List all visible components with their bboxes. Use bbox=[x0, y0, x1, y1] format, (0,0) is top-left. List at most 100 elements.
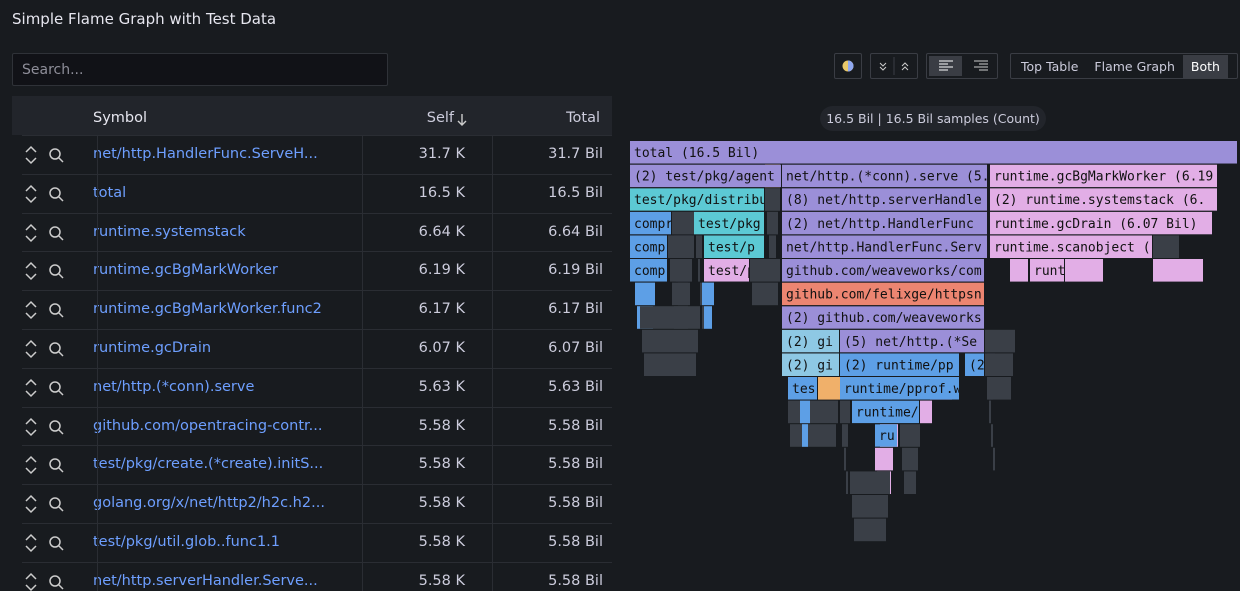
symbol-link[interactable]: github.com/opentracing-contr... bbox=[93, 417, 323, 434]
flame-block[interactable]: comp bbox=[630, 235, 667, 258]
row-actions[interactable] bbox=[22, 563, 82, 591]
flame-block-bg bbox=[630, 164, 781, 188]
flame-label: github.com/felixge/httpsn bbox=[786, 288, 982, 303]
self-value: 6.64 K bbox=[418, 223, 465, 240]
flame-block[interactable]: comp bbox=[630, 259, 667, 282]
total-value: 5.58 Bil bbox=[548, 572, 603, 589]
flame-block[interactable]: net/http.HandlerFunc.Serv bbox=[782, 235, 987, 258]
flame-block[interactable]: (2) gi bbox=[782, 353, 839, 376]
column-divider bbox=[492, 135, 493, 591]
view-switch: Top Table Flame Graph Both bbox=[1010, 53, 1238, 79]
column-header[interactable]: Total bbox=[566, 110, 600, 126]
symbol-link[interactable]: test/pkg/util.glob..func1.1 bbox=[93, 534, 281, 550]
flame-block[interactable]: test/pkg/distribu bbox=[630, 188, 767, 211]
symbol-link[interactable]: runtime.gcBgMarkWorker.func2 bbox=[93, 301, 322, 318]
sort-icon bbox=[457, 114, 467, 126]
flame-block[interactable]: test/p bbox=[704, 235, 764, 258]
flame-block[interactable]: total (16.5 Bil) bbox=[630, 141, 1237, 164]
flame-sliver bbox=[769, 235, 776, 258]
search-input[interactable]: Search... bbox=[12, 53, 388, 86]
flame-block[interactable]: (2) runtime/pp bbox=[840, 353, 959, 376]
flame-block[interactable]: runtime.gcBgMarkWorker (6.19 bbox=[990, 164, 1217, 188]
collapse-icons bbox=[879, 57, 909, 75]
flame-sliver bbox=[644, 353, 696, 376]
flame-block[interactable]: net/http.(*conn).serve (5. bbox=[782, 164, 990, 188]
row-actions[interactable] bbox=[22, 214, 82, 252]
flame-block[interactable]: github.com/weaveworks/com bbox=[782, 259, 984, 282]
flame-block[interactable]: (2) net/http.HandlerFunc bbox=[782, 211, 987, 235]
row-actions[interactable] bbox=[22, 524, 82, 562]
flame-block[interactable]: compr bbox=[630, 211, 673, 235]
view-button[interactable]: Both bbox=[1182, 54, 1228, 78]
flame-block[interactable]: runt bbox=[1030, 259, 1065, 282]
symbol-link[interactable]: runtime.gcBgMarkWorker bbox=[93, 262, 278, 279]
table-row: net/http.serverHandler.Serve... 5.58 K 5.5… bbox=[22, 561, 612, 591]
flame-sliver bbox=[678, 282, 688, 306]
total-value: 6.07 Bil bbox=[548, 340, 603, 356]
flame-block-bg bbox=[704, 259, 749, 282]
flame-block[interactable]: runtime.gcDrain (6.07 Bil) bbox=[990, 211, 1212, 235]
self-value: 6.17 K bbox=[418, 301, 465, 318]
total-value: 6.19 Bil bbox=[548, 262, 603, 279]
color-scheme-button[interactable] bbox=[834, 53, 862, 79]
align-buttons[interactable] bbox=[926, 53, 998, 79]
table-row: runtime.systemstack 6.64 K 6.64 Bil bbox=[22, 212, 612, 252]
row-actions[interactable] bbox=[22, 291, 82, 329]
flame-block[interactable]: (2) gi bbox=[782, 329, 839, 353]
total-value: 5.58 Bil bbox=[548, 495, 603, 512]
flame-sliver bbox=[1153, 259, 1203, 282]
symbol-link[interactable]: test/pkg/create.(*create).initS... bbox=[93, 456, 324, 473]
symbol-link[interactable]: net/http.serverHandler.Serve... bbox=[93, 572, 318, 589]
symbol-link[interactable]: runtime.systemstack bbox=[93, 223, 246, 240]
table-row: net/http.(*conn).serve 5.63 K 5.63 Bil bbox=[22, 367, 612, 407]
row-actions[interactable] bbox=[22, 330, 82, 368]
flame-label: (5) net/http.(*Se bbox=[844, 335, 977, 350]
table-row: total 16.5 K 16.5 Bil bbox=[22, 173, 612, 213]
flame-block[interactable]: (2) runtime.systemstack (6. bbox=[990, 188, 1217, 211]
flame-block[interactable]: ru bbox=[875, 424, 897, 447]
row-actions[interactable] bbox=[22, 252, 82, 290]
flame-block[interactable]: (2) test/pkg/agent bbox=[630, 164, 781, 188]
flame-block[interactable]: github.com/felixge/httpsn bbox=[782, 282, 984, 306]
flame-block[interactable]: (5) net/http.(*Se bbox=[840, 329, 984, 353]
flame-block-bg bbox=[782, 188, 987, 211]
flame-block[interactable]: test/pkg bbox=[694, 211, 764, 235]
flame-block-bg bbox=[782, 329, 839, 353]
symbol-link[interactable]: total bbox=[93, 184, 127, 201]
flame-block[interactable]: test/p bbox=[704, 259, 755, 282]
flame-label: (2) runtime/pp bbox=[844, 358, 954, 373]
flame-block[interactable]: runtime.scanobject ( bbox=[990, 235, 1152, 258]
symbol-link[interactable]: golang.org/x/net/http2/h2c.h2... bbox=[93, 495, 325, 512]
row-actions[interactable] bbox=[22, 408, 82, 446]
row-actions[interactable] bbox=[22, 136, 82, 174]
row-actions[interactable] bbox=[22, 485, 82, 523]
collapse-expand-buttons[interactable] bbox=[870, 53, 918, 79]
flame-label: (2 bbox=[969, 358, 985, 373]
flame-block[interactable]: (8) net/http.serverHandle bbox=[782, 188, 987, 211]
flame-block[interactable]: (2) github.com/weaveworks bbox=[782, 306, 984, 329]
column-header[interactable]: Self bbox=[426, 110, 454, 126]
flame-block-bg bbox=[788, 377, 817, 400]
flame-block[interactable]: (2 bbox=[965, 353, 985, 376]
row-actions[interactable] bbox=[22, 369, 82, 407]
flame-summary: 16.5 Bil | 16.5 Bil samples (Count) bbox=[820, 106, 1046, 131]
flame-sliver bbox=[642, 329, 698, 353]
row-actions[interactable] bbox=[22, 175, 82, 213]
flame-block-bg bbox=[630, 188, 764, 211]
flame-block[interactable]: runtime/ bbox=[852, 400, 919, 424]
symbol-link[interactable]: runtime.gcDrain bbox=[93, 340, 212, 356]
flame-sliver bbox=[1153, 235, 1179, 258]
view-button[interactable]: Flame Graph bbox=[1094, 58, 1175, 74]
view-button[interactable]: Top Table bbox=[1021, 58, 1079, 74]
panel-title: Simple Flame Graph with Test Data bbox=[12, 10, 277, 28]
flame-label: net/http.HandlerFunc.Serv bbox=[786, 240, 982, 255]
row-actions[interactable] bbox=[22, 446, 82, 484]
color-icon bbox=[842, 60, 854, 72]
column-header[interactable]: Symbol bbox=[93, 110, 148, 126]
self-value: 5.58 K bbox=[418, 417, 465, 434]
self-value: 5.58 K bbox=[418, 495, 465, 512]
symbol-link[interactable]: net/http.HandlerFunc.ServeH... bbox=[93, 146, 318, 162]
flame-block[interactable]: runtime/pprof.w bbox=[840, 377, 962, 400]
flame-block[interactable]: tes bbox=[788, 377, 817, 400]
symbol-link[interactable]: net/http.(*conn).serve bbox=[93, 378, 255, 395]
